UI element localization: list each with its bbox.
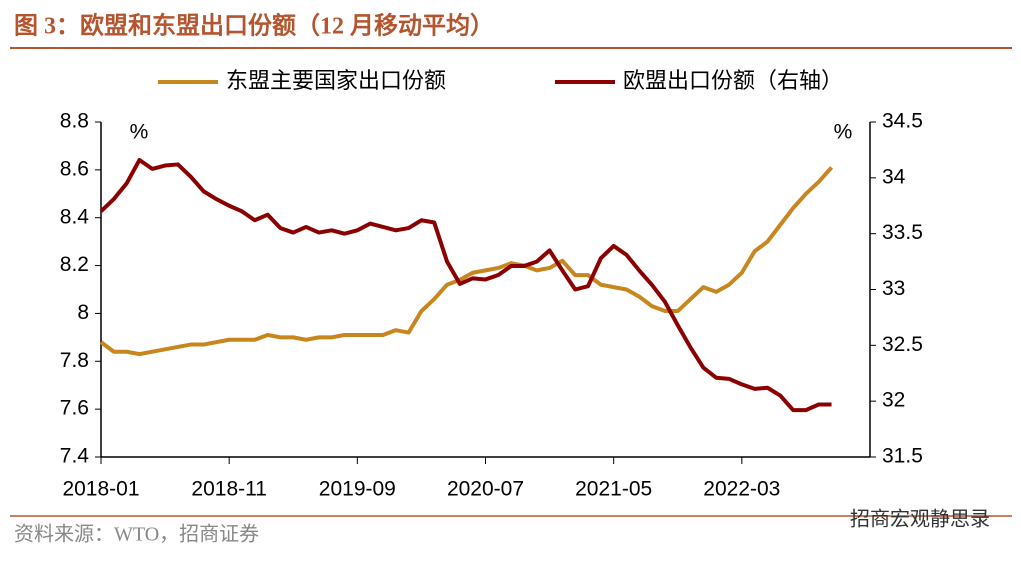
y-tick-label: 8.4 (60, 205, 90, 228)
series-line (99, 166, 834, 357)
y-tick-label: 8.8 (60, 110, 89, 133)
chart-title: 图 3：欧盟和东盟出口份额（12 月移动平均） (14, 12, 494, 40)
y2-tick-label: 33 (882, 277, 905, 300)
legend-label: 欧盟出口份额（右轴） (623, 68, 843, 93)
source: 资料来源：WTO，招商证券 (14, 523, 259, 546)
y-tick-label: 8.6 (60, 157, 89, 180)
y2-tick-label: 34.5 (882, 110, 923, 133)
x-tick-label: 2019-09 (319, 478, 396, 501)
x-tick-label: 2022-03 (703, 478, 780, 501)
y2-tick-label: 32 (882, 389, 905, 412)
x-tick-label: 2018-01 (62, 478, 139, 501)
y-tick-label: 7.4 (60, 445, 90, 468)
y-tick-label: 8 (77, 301, 89, 324)
x-tick-label: 2018-11 (191, 478, 267, 501)
x-tick-label: 2020-07 (447, 478, 524, 501)
series-line (99, 157, 832, 413)
y2-tick-label: 32.5 (882, 333, 923, 356)
y2-tick-label: 34 (882, 165, 906, 188)
y2-unit: % (834, 121, 853, 144)
watermark: 招商宏观静思录 (850, 507, 990, 530)
y-tick-label: 8.2 (60, 253, 89, 276)
y2-tick-label: 31.5 (882, 445, 923, 468)
legend-label: 东盟主要国家出口份额 (226, 68, 446, 93)
x-tick-label: 2021-05 (575, 478, 652, 501)
y2-tick-label: 33.5 (882, 221, 923, 244)
y-unit: % (130, 121, 149, 144)
y-tick-label: 7.6 (60, 397, 89, 420)
y-tick-label: 7.8 (60, 349, 89, 372)
